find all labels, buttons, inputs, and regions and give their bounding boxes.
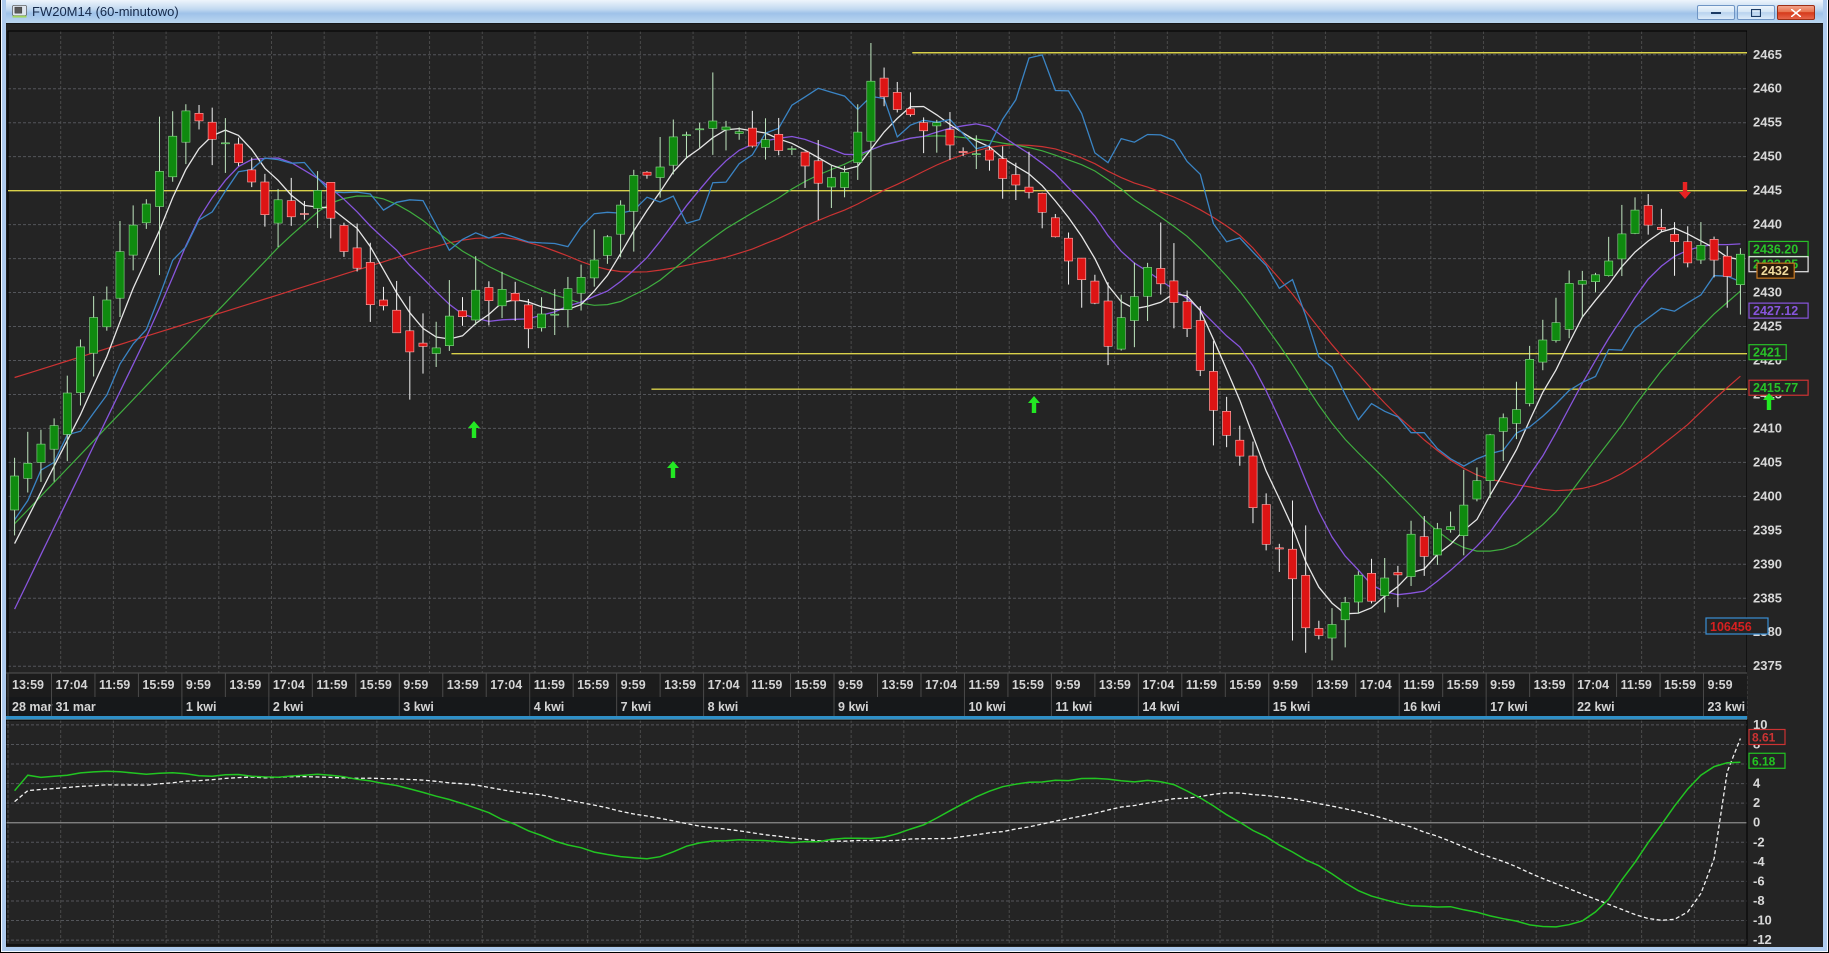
- svg-text:11:59: 11:59: [968, 678, 999, 692]
- svg-text:2427.12: 2427.12: [1753, 304, 1798, 318]
- svg-text:9:59: 9:59: [1708, 678, 1733, 692]
- svg-text:2405: 2405: [1753, 454, 1782, 469]
- svg-text:11:59: 11:59: [1403, 678, 1434, 692]
- svg-text:17:04: 17:04: [708, 678, 740, 692]
- svg-text:17:04: 17:04: [490, 678, 522, 692]
- svg-text:11:59: 11:59: [1186, 678, 1217, 692]
- svg-text:2: 2: [1753, 795, 1760, 810]
- svg-text:2390: 2390: [1753, 556, 1782, 571]
- svg-text:11:59: 11:59: [99, 678, 130, 692]
- svg-text:2385: 2385: [1753, 590, 1782, 605]
- svg-text:13:59: 13:59: [229, 678, 261, 692]
- svg-text:2400: 2400: [1753, 488, 1782, 503]
- svg-text:1 kwi: 1 kwi: [186, 700, 217, 714]
- svg-text:8 kwi: 8 kwi: [708, 700, 739, 714]
- svg-text:11:59: 11:59: [751, 678, 782, 692]
- svg-text:2375: 2375: [1753, 658, 1782, 673]
- svg-text:9 kwi: 9 kwi: [838, 700, 869, 714]
- svg-text:3 kwi: 3 kwi: [403, 700, 434, 714]
- svg-text:9:59: 9:59: [1490, 678, 1515, 692]
- svg-text:13:59: 13:59: [664, 678, 696, 692]
- svg-text:2430: 2430: [1753, 285, 1782, 300]
- svg-text:2436.20: 2436.20: [1753, 242, 1798, 256]
- svg-text:-10: -10: [1753, 913, 1772, 928]
- svg-text:15:59: 15:59: [142, 678, 174, 692]
- svg-text:15:59: 15:59: [360, 678, 392, 692]
- svg-text:11:59: 11:59: [1621, 678, 1652, 692]
- svg-text:2415.77: 2415.77: [1753, 381, 1798, 395]
- svg-text:13:59: 13:59: [882, 678, 914, 692]
- svg-text:23 kwi: 23 kwi: [1708, 700, 1746, 714]
- svg-text:11:59: 11:59: [316, 678, 347, 692]
- svg-text:9:59: 9:59: [1055, 678, 1080, 692]
- svg-text:22 kwi: 22 kwi: [1577, 700, 1615, 714]
- svg-text:17 kwi: 17 kwi: [1490, 700, 1528, 714]
- svg-text:6.18: 6.18: [1752, 754, 1776, 768]
- svg-text:13:59: 13:59: [1099, 678, 1131, 692]
- svg-text:13:59: 13:59: [1316, 678, 1348, 692]
- svg-text:15:59: 15:59: [577, 678, 609, 692]
- svg-text:-2: -2: [1753, 834, 1765, 849]
- svg-text:13:59: 13:59: [12, 678, 44, 692]
- svg-text:13:59: 13:59: [1534, 678, 1566, 692]
- svg-text:106456: 106456: [1710, 620, 1752, 634]
- svg-text:17:04: 17:04: [273, 678, 305, 692]
- svg-text:9:59: 9:59: [403, 678, 428, 692]
- svg-text:15:59: 15:59: [1229, 678, 1261, 692]
- svg-text:11:59: 11:59: [534, 678, 565, 692]
- svg-text:2465: 2465: [1753, 47, 1782, 62]
- svg-text:11 kwi: 11 kwi: [1055, 700, 1092, 714]
- svg-text:2410: 2410: [1753, 420, 1782, 435]
- svg-text:2455: 2455: [1753, 115, 1782, 130]
- svg-text:9:59: 9:59: [186, 678, 211, 692]
- svg-text:16 kwi: 16 kwi: [1403, 700, 1441, 714]
- svg-text:17:04: 17:04: [1360, 678, 1392, 692]
- svg-text:9:59: 9:59: [838, 678, 863, 692]
- svg-text:17:04: 17:04: [1142, 678, 1174, 692]
- svg-text:17:04: 17:04: [55, 678, 87, 692]
- svg-text:0: 0: [1753, 815, 1760, 830]
- svg-text:10 kwi: 10 kwi: [968, 700, 1006, 714]
- svg-text:2395: 2395: [1753, 522, 1782, 537]
- svg-text:13:59: 13:59: [447, 678, 479, 692]
- svg-text:17:04: 17:04: [1577, 678, 1609, 692]
- svg-text:8.61: 8.61: [1752, 730, 1776, 744]
- svg-text:15:59: 15:59: [1012, 678, 1044, 692]
- svg-text:-6: -6: [1753, 873, 1765, 888]
- svg-text:15 kwi: 15 kwi: [1273, 700, 1311, 714]
- svg-text:-8: -8: [1753, 893, 1765, 908]
- svg-text:2460: 2460: [1753, 81, 1782, 96]
- svg-text:2432: 2432: [1761, 264, 1789, 278]
- svg-text:2445: 2445: [1753, 183, 1782, 198]
- svg-text:15:59: 15:59: [795, 678, 827, 692]
- svg-text:15:59: 15:59: [1664, 678, 1696, 692]
- svg-text:7 kwi: 7 kwi: [621, 700, 652, 714]
- svg-text:17:04: 17:04: [925, 678, 957, 692]
- svg-text:2425: 2425: [1753, 319, 1782, 334]
- svg-text:31 mar: 31 mar: [55, 700, 95, 714]
- svg-text:2421: 2421: [1753, 346, 1781, 360]
- svg-text:4: 4: [1753, 776, 1761, 791]
- svg-text:14 kwi: 14 kwi: [1142, 700, 1180, 714]
- svg-text:-4: -4: [1753, 854, 1765, 869]
- svg-text:-12: -12: [1753, 932, 1772, 947]
- svg-text:2450: 2450: [1753, 149, 1782, 164]
- svg-text:2440: 2440: [1753, 217, 1782, 232]
- svg-text:28 mar: 28 mar: [12, 700, 52, 714]
- svg-text:4 kwi: 4 kwi: [534, 700, 565, 714]
- svg-text:9:59: 9:59: [1273, 678, 1298, 692]
- svg-text:9:59: 9:59: [621, 678, 646, 692]
- svg-text:15:59: 15:59: [1447, 678, 1479, 692]
- svg-text:2 kwi: 2 kwi: [273, 700, 304, 714]
